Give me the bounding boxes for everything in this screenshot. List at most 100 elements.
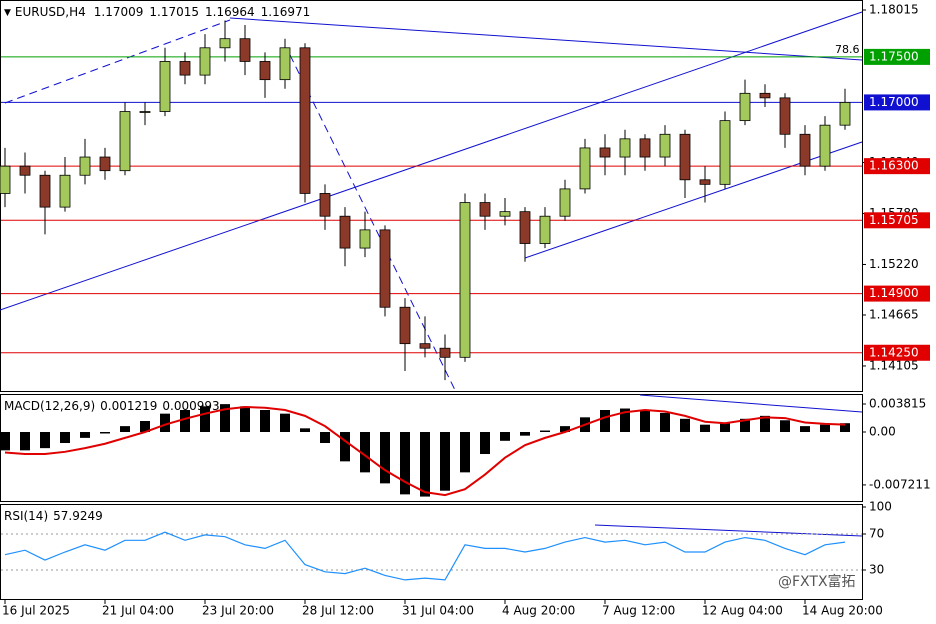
trend-lines xyxy=(0,11,863,537)
macd-value: 0.001219 xyxy=(100,399,157,413)
macd-signal-value: 0.000993 xyxy=(162,399,219,413)
level-label-box xyxy=(864,285,930,302)
watermark: @FXTX富拓 xyxy=(778,573,856,590)
candle-body xyxy=(359,229,371,249)
x-tick-label: 7 Aug 12:00 xyxy=(602,604,675,618)
macd-bar xyxy=(160,413,170,433)
macd-bar xyxy=(440,432,450,491)
macd-bar xyxy=(280,413,290,433)
x-tick-label: 21 Jul 04:00 xyxy=(102,604,174,618)
y-tick-label: 0.003815 xyxy=(869,397,926,411)
macd-name: MACD(12,26,9) xyxy=(4,399,95,413)
macd-bar xyxy=(100,432,110,434)
candle-body xyxy=(279,47,291,81)
rsi-name: RSI(14) xyxy=(4,509,48,523)
x-tick-label: 28 Jul 12:00 xyxy=(302,604,374,618)
candle-body xyxy=(179,61,191,76)
header-high: 1.17015 xyxy=(149,5,199,19)
macd-bar xyxy=(140,421,150,433)
macd-bar xyxy=(400,432,410,495)
macd-bar xyxy=(600,409,610,433)
candle-body xyxy=(539,215,551,244)
candle-body xyxy=(519,211,531,244)
level-label-box xyxy=(864,94,930,111)
candle-body xyxy=(619,138,631,158)
candle-body xyxy=(219,38,231,49)
x-tick-label: 14 Aug 20:00 xyxy=(802,604,883,618)
header-arrow: ▼ xyxy=(4,8,11,18)
macd-bar xyxy=(840,423,850,433)
candle-body xyxy=(339,215,351,249)
fib-label: 78.6 xyxy=(835,43,860,56)
macd-bar xyxy=(40,432,50,449)
macd-bar xyxy=(300,428,310,433)
level-label-box xyxy=(864,212,930,229)
candle-body xyxy=(119,111,131,172)
symbol: EURUSD,H4 xyxy=(15,5,86,19)
macd-bar xyxy=(620,408,630,433)
channel-line xyxy=(524,141,863,259)
macd-bar xyxy=(700,424,710,433)
macd-bar xyxy=(740,418,750,433)
candle-body xyxy=(299,47,311,194)
macd-bar xyxy=(240,406,250,433)
level-label-box xyxy=(864,158,930,175)
level-label: 1.16300 xyxy=(869,159,919,173)
level-label: 1.14250 xyxy=(869,345,919,359)
header-close: 1.16971 xyxy=(261,5,311,19)
candle-body xyxy=(0,165,11,194)
rsi-title: RSI(14) 57.9249 xyxy=(4,509,103,523)
y-tick-label: 0.00 xyxy=(869,425,896,439)
macd-bar xyxy=(520,432,530,436)
header-low: 1.16964 xyxy=(205,5,255,19)
macd-bar xyxy=(0,432,10,451)
macd-bar xyxy=(540,430,550,433)
candle-body xyxy=(199,47,211,76)
macd-signal-line xyxy=(4,406,846,497)
candle-body xyxy=(839,102,851,126)
macd-bar xyxy=(220,404,230,433)
level-label: 1.17000 xyxy=(869,95,919,109)
header-open: 1.17009 xyxy=(94,5,144,19)
candle-body xyxy=(739,92,751,122)
level-label-box xyxy=(864,344,930,361)
macd-title: MACD(12,26,9) 0.001219 0.000993 xyxy=(4,399,220,413)
x-tick-label: 31 Jul 04:00 xyxy=(402,604,474,618)
candle-body xyxy=(639,138,651,158)
candle-body xyxy=(719,120,731,185)
main-panel xyxy=(0,0,863,392)
macd-bar xyxy=(60,432,70,444)
header: ▼ EURUSD,H4 1.17009 1.17015 1.16964 1.16971 xyxy=(4,5,310,19)
candle-body xyxy=(259,61,271,81)
candle-body xyxy=(319,193,331,217)
y-tick-label: 30 xyxy=(869,563,884,577)
candle-body xyxy=(79,156,91,176)
y-tick-label: 1.18015 xyxy=(869,3,919,17)
trend-line xyxy=(4,19,231,104)
candle-body xyxy=(599,147,611,158)
level-label: 1.17500 xyxy=(869,49,919,63)
macd-bar xyxy=(660,412,670,433)
candle-body xyxy=(239,38,251,62)
macd-bar xyxy=(680,418,690,433)
candle-body xyxy=(439,347,451,358)
macd-bar xyxy=(460,432,470,473)
macd-bar xyxy=(360,432,370,473)
candle-body xyxy=(799,133,811,167)
level-label: 1.14900 xyxy=(869,286,919,300)
macd-bar xyxy=(820,424,830,433)
candle-body xyxy=(379,229,391,308)
macd-bar xyxy=(200,406,210,433)
candle-body xyxy=(679,133,691,181)
macd-bar xyxy=(560,426,570,433)
macd-bar xyxy=(20,432,30,451)
macd-bar xyxy=(780,420,790,433)
y-tick-label: 1.15220 xyxy=(869,257,919,271)
candle-body xyxy=(39,174,51,208)
x-tick-label: 12 Aug 04:00 xyxy=(702,604,783,618)
macd-bar xyxy=(760,415,770,433)
macd-bar xyxy=(180,409,190,433)
y-tick-label: 1.14105 xyxy=(869,358,919,372)
x-tick-label: 4 Aug 20:00 xyxy=(502,604,575,618)
